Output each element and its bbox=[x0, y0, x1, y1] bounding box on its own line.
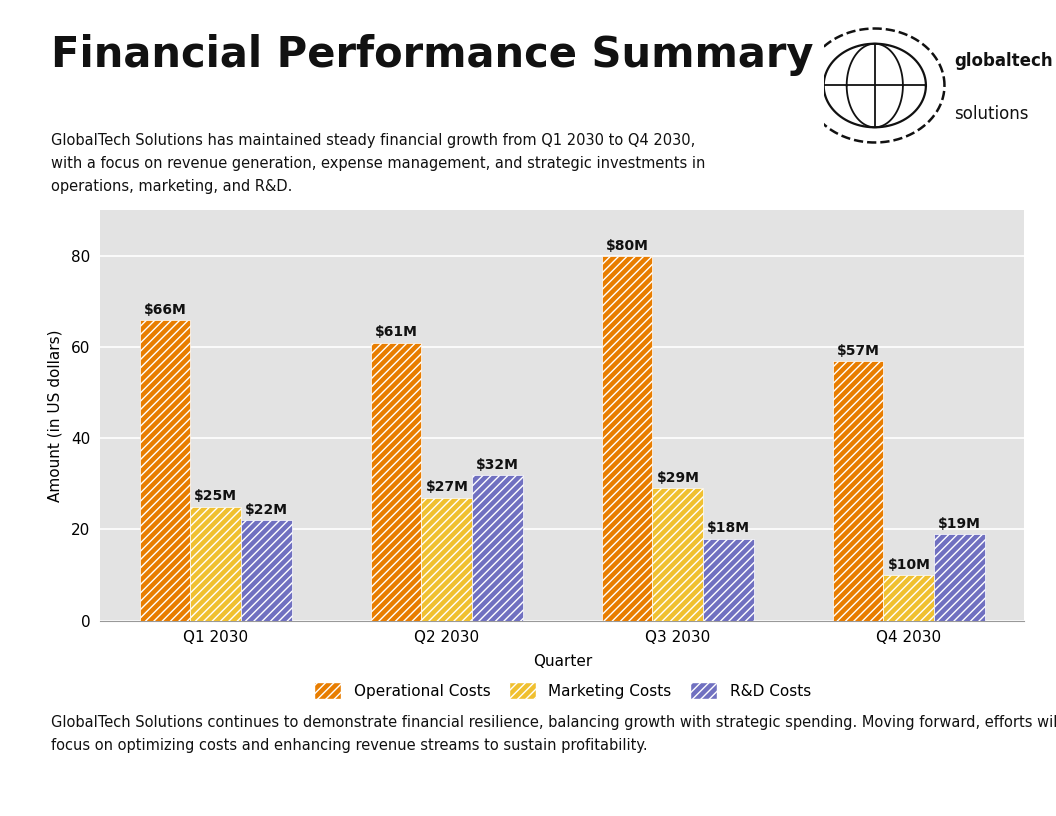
Legend: Operational Costs, Marketing Costs, R&D Costs: Operational Costs, Marketing Costs, R&D … bbox=[314, 681, 811, 699]
Bar bbox=[139, 320, 190, 621]
Text: $32M: $32M bbox=[476, 458, 520, 472]
Bar bbox=[653, 489, 703, 621]
Text: $29M: $29M bbox=[657, 472, 699, 486]
Bar bbox=[371, 343, 421, 621]
Bar bbox=[421, 498, 472, 621]
Text: solutions: solutions bbox=[954, 105, 1029, 123]
Text: GlobalTech Solutions continues to demonstrate financial resilience, balancing gr: GlobalTech Solutions continues to demons… bbox=[51, 715, 1056, 753]
Text: $27M: $27M bbox=[426, 481, 468, 494]
Text: GlobalTech Solutions has maintained steady financial growth from Q1 2030 to Q4 2: GlobalTech Solutions has maintained stea… bbox=[51, 133, 705, 193]
Text: Financial Performance Summary: Financial Performance Summary bbox=[51, 34, 813, 76]
Text: $18M: $18M bbox=[708, 521, 750, 535]
Text: $57M: $57M bbox=[836, 344, 880, 357]
Bar bbox=[703, 539, 754, 621]
Text: $80M: $80M bbox=[605, 239, 648, 253]
Text: $19M: $19M bbox=[938, 517, 981, 531]
Bar bbox=[602, 256, 653, 621]
Text: $61M: $61M bbox=[375, 326, 417, 339]
Bar bbox=[472, 475, 523, 621]
Bar bbox=[832, 361, 884, 621]
Text: $25M: $25M bbox=[194, 490, 238, 503]
Text: $10M: $10M bbox=[887, 558, 930, 572]
Text: globaltech: globaltech bbox=[954, 51, 1053, 70]
Bar bbox=[241, 521, 293, 621]
X-axis label: Quarter: Quarter bbox=[532, 654, 592, 668]
Bar bbox=[190, 507, 241, 621]
Text: $66M: $66M bbox=[144, 303, 186, 317]
Y-axis label: Amount (in US dollars): Amount (in US dollars) bbox=[48, 330, 63, 502]
Bar bbox=[935, 534, 985, 621]
Text: $22M: $22M bbox=[245, 503, 288, 517]
Bar bbox=[884, 575, 935, 621]
